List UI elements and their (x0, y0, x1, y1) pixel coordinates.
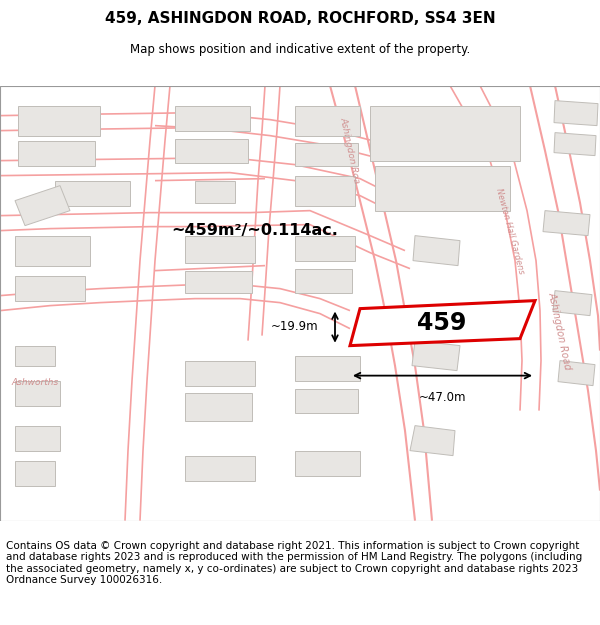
Polygon shape (295, 142, 358, 166)
Polygon shape (15, 461, 55, 486)
Polygon shape (558, 361, 595, 386)
Polygon shape (195, 181, 235, 203)
Text: ~19.9m: ~19.9m (271, 320, 318, 333)
Text: ~47.0m: ~47.0m (418, 391, 466, 404)
Polygon shape (175, 139, 248, 162)
Polygon shape (15, 276, 85, 301)
Polygon shape (295, 176, 355, 206)
Polygon shape (553, 291, 592, 316)
Text: 459: 459 (416, 311, 466, 336)
Polygon shape (370, 106, 520, 161)
Polygon shape (295, 389, 358, 412)
Polygon shape (185, 236, 255, 262)
Text: Ashingdon Roa: Ashingdon Roa (338, 116, 361, 185)
Polygon shape (375, 166, 510, 211)
Text: Map shows position and indicative extent of the property.: Map shows position and indicative extent… (130, 42, 470, 56)
Polygon shape (350, 301, 535, 346)
Polygon shape (295, 269, 352, 292)
Polygon shape (295, 106, 360, 136)
Polygon shape (554, 132, 596, 156)
Text: Newton Hall Gardens: Newton Hall Gardens (494, 187, 526, 274)
Polygon shape (295, 356, 360, 381)
Text: Contains OS data © Crown copyright and database right 2021. This information is : Contains OS data © Crown copyright and d… (6, 541, 582, 586)
Polygon shape (185, 271, 252, 292)
Polygon shape (15, 186, 70, 226)
Text: ~459m²/~0.114ac.: ~459m²/~0.114ac. (172, 223, 338, 238)
Polygon shape (554, 101, 598, 126)
Text: 459, ASHINGDON ROAD, ROCHFORD, SS4 3EN: 459, ASHINGDON ROAD, ROCHFORD, SS4 3EN (104, 11, 496, 26)
Polygon shape (410, 426, 455, 456)
Polygon shape (175, 106, 250, 131)
Polygon shape (15, 346, 55, 366)
Polygon shape (543, 211, 590, 236)
Polygon shape (15, 426, 60, 451)
Polygon shape (18, 106, 100, 136)
Polygon shape (15, 236, 90, 266)
Polygon shape (55, 181, 130, 206)
Polygon shape (185, 392, 252, 421)
Polygon shape (15, 381, 60, 406)
Polygon shape (185, 456, 255, 481)
Polygon shape (295, 236, 355, 261)
Polygon shape (412, 341, 460, 371)
Polygon shape (18, 141, 95, 166)
Polygon shape (295, 451, 360, 476)
Polygon shape (413, 236, 460, 266)
Text: Ashworths: Ashworths (11, 378, 59, 387)
Polygon shape (185, 361, 255, 386)
Text: Ashingdon Road: Ashingdon Road (547, 291, 573, 371)
